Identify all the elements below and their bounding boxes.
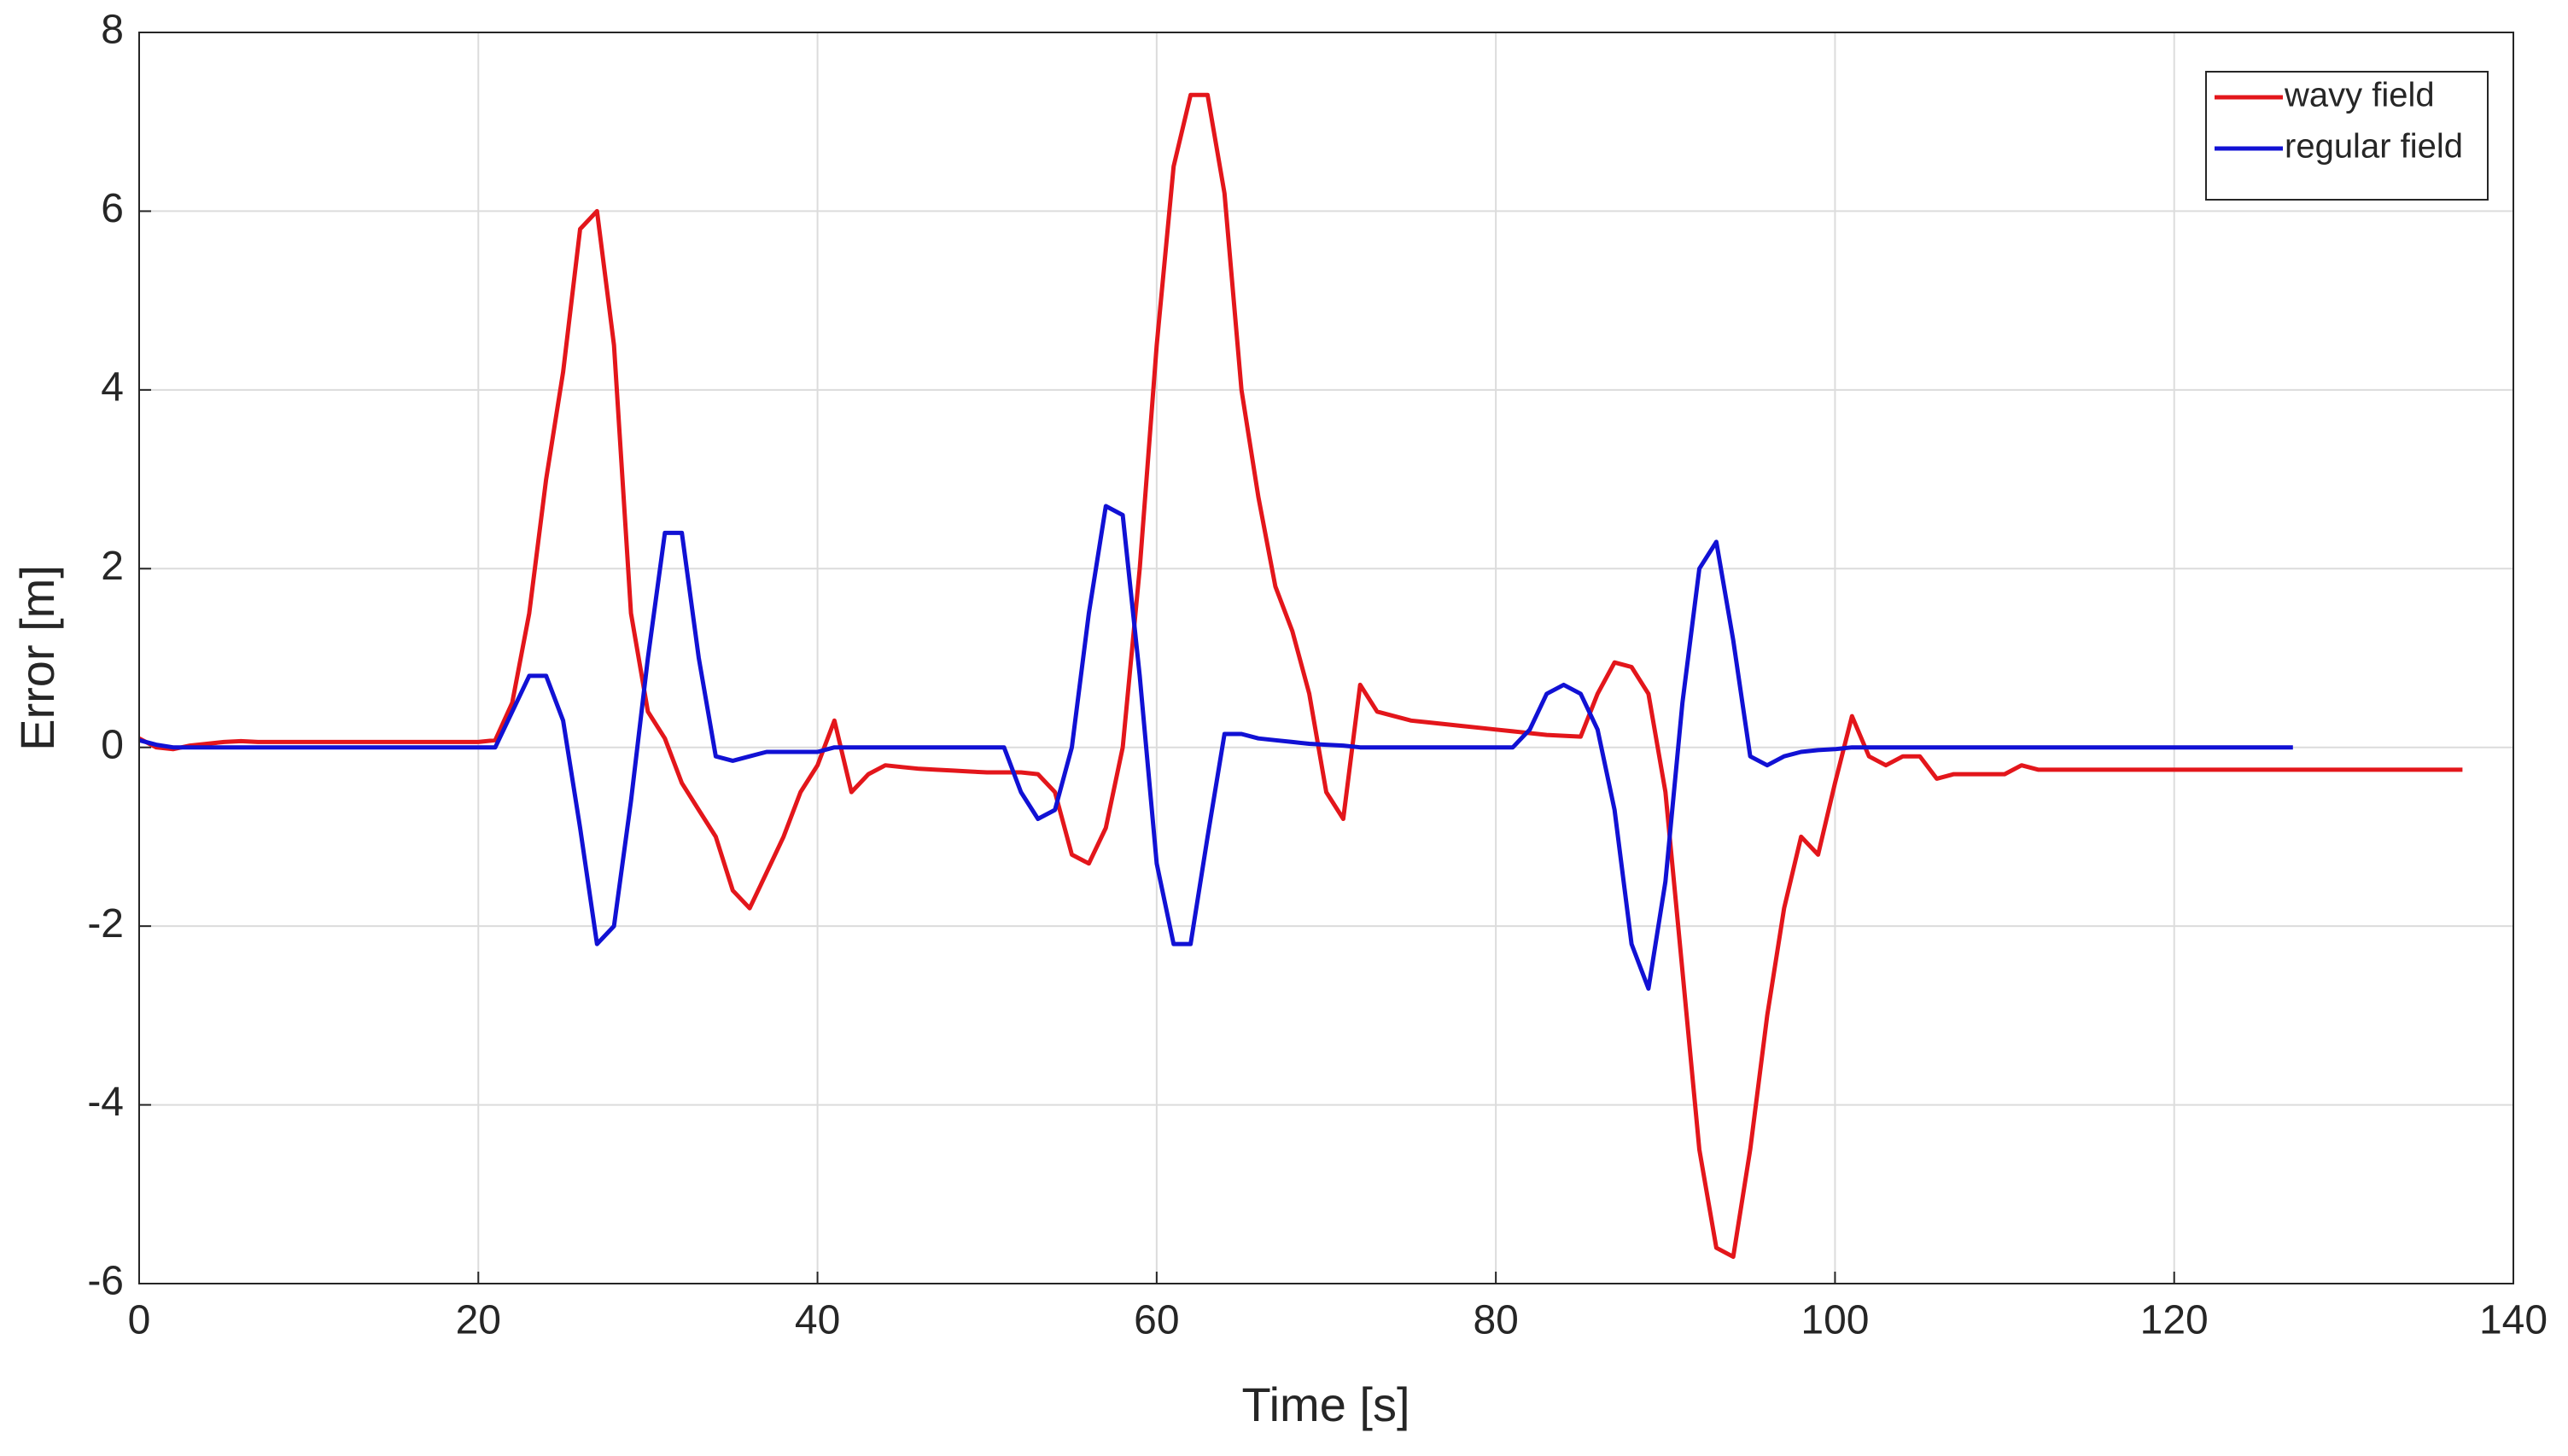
x-tick-label: 60 [1134,1298,1179,1343]
x-tick-label: 120 [2140,1298,2209,1343]
series-line [137,92,2463,1260]
series-line [138,504,2293,991]
y-tick-label: 0 [101,722,124,767]
y-axis-label: Error [m] [10,565,64,751]
x-axis-label: Time [s] [1241,1377,1409,1431]
legend-box [2205,71,2489,201]
x-tick-label: 0 [128,1298,151,1343]
x-tick-label: 20 [456,1298,501,1343]
x-tick-label: 140 [2479,1298,2548,1343]
y-tick-label: 2 [101,544,124,589]
y-tick-label: 8 [101,8,124,53]
y-tick-label: -6 [87,1259,124,1304]
y-tick-label: 6 [101,186,124,231]
legend-label: wavy field [2284,77,2435,114]
plot-area [139,32,2513,1284]
y-tick-label: -2 [87,901,124,946]
axes-box [138,32,2514,1284]
y-tick-label: 4 [101,365,124,411]
x-tick-label: 40 [795,1298,840,1343]
x-tick-label: 80 [1473,1298,1518,1343]
legend-label: regular field [2285,128,2463,166]
y-tick-label: -4 [87,1080,124,1125]
x-tick-label: 100 [1801,1298,1869,1343]
